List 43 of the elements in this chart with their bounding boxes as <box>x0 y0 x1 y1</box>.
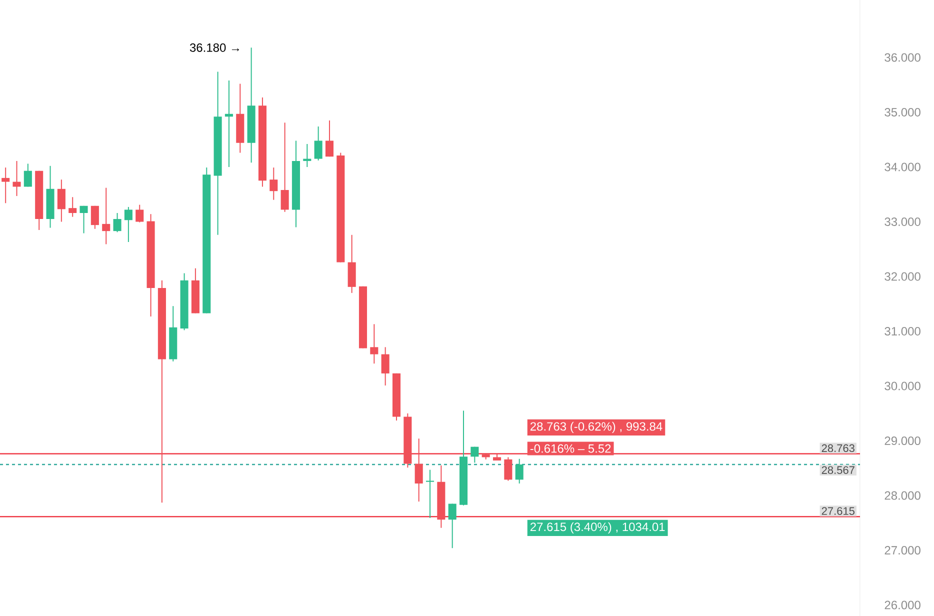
y-tick-label: 33.000 <box>884 218 920 226</box>
annotation: -0.616% – 5.52 <box>530 444 611 453</box>
y-tick-label: 34.000 <box>884 162 920 172</box>
candlestick <box>448 503 456 549</box>
annotation: 27.615 (3.40%) , 1034.01 <box>530 522 665 534</box>
y-tick-label: 31.000 <box>884 327 920 336</box>
candlestick <box>113 212 122 233</box>
y-tick-label: 28.000 <box>884 491 920 500</box>
candlestick <box>2 167 10 204</box>
candlestick <box>224 80 233 168</box>
candlestick <box>68 196 77 218</box>
candlestick <box>303 144 312 168</box>
candlestick <box>414 438 423 502</box>
ref-line-label: 28.763 <box>822 444 854 452</box>
candlestick <box>102 187 110 245</box>
y-tick-label: 35.000 <box>884 108 920 116</box>
y-tick-label: 36.000 <box>884 53 920 62</box>
y-tick-label: 29.000 <box>884 436 920 446</box>
candlestick <box>90 205 99 230</box>
candlestick <box>270 167 278 200</box>
candlestick <box>80 205 88 234</box>
annotation: 28.763 (-0.62%) , 993.84 <box>530 422 662 434</box>
candlestick <box>470 446 479 464</box>
candlestick <box>515 458 524 484</box>
annotation: 36.180 → <box>190 43 240 52</box>
y-tick-label: 27.000 <box>884 546 920 555</box>
candlestick <box>280 122 289 212</box>
y-tick-label: 30.000 <box>884 382 920 390</box>
y-tick-label: 26.000 <box>884 600 920 610</box>
candlestick <box>314 126 322 161</box>
candlestick <box>504 456 512 482</box>
candlestick <box>124 206 132 243</box>
candlestick <box>24 163 32 188</box>
candlestick <box>325 120 334 158</box>
candlestick <box>12 160 21 197</box>
candlestick <box>426 469 434 518</box>
ref-line-label: 27.615 <box>822 507 854 515</box>
candlestick <box>57 179 66 222</box>
ref-line-label: 28.567 <box>822 466 854 474</box>
candlestick <box>381 346 390 386</box>
candlestick <box>370 324 378 364</box>
candlestick <box>136 204 144 223</box>
y-tick-label: 32.000 <box>884 272 920 281</box>
